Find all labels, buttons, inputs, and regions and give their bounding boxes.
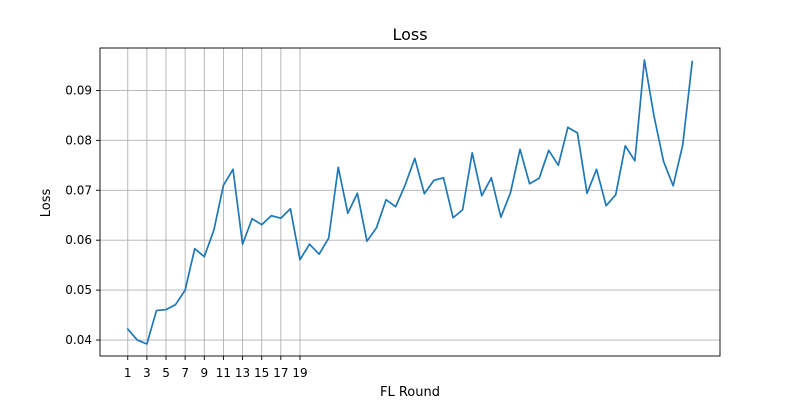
x-tick-label: 11 [216, 366, 231, 380]
x-tick-label: 5 [162, 366, 170, 380]
x-tick-label: 9 [200, 366, 208, 380]
axis-ticks: 0.040.050.060.070.080.091 3 5 7 9 11 13 15 17 19 [65, 83, 307, 380]
x-tick-label: 1 [124, 366, 132, 380]
x-tick-label: 17 [273, 366, 288, 380]
plot-frame [99, 47, 721, 357]
series-layer [126, 59, 694, 345]
y-tick-label: 0.04 [65, 333, 92, 347]
x-tick-label: 13 [235, 366, 250, 380]
y-tick-label: 0.05 [65, 283, 92, 297]
chart-title: Loss [392, 25, 427, 44]
loss-series-line [126, 59, 694, 345]
x-tick-label: 7 [181, 366, 189, 380]
y-axis-label: Loss [39, 189, 54, 218]
y-tick-label: 0.09 [65, 83, 92, 97]
y-tick-label: 0.08 [65, 133, 92, 147]
grid-lines [100, 48, 720, 356]
x-tick-label: 15 [254, 366, 269, 380]
x-axis-label: FL Round [380, 385, 440, 400]
x-tick-label: 19 [292, 366, 307, 380]
x-tick-label: 3 [143, 366, 151, 380]
y-tick-label: 0.06 [65, 233, 92, 247]
y-tick-label: 0.07 [65, 183, 92, 197]
